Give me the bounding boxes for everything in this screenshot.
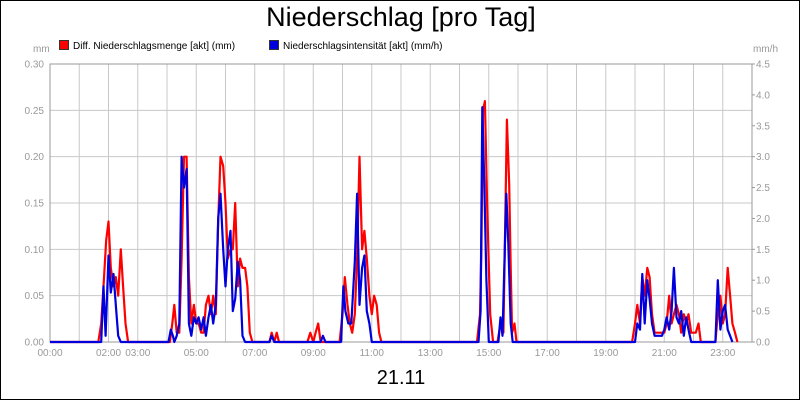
legend-entry-precipitation-intensity: Niederschlagsintensität [akt] (mm/h) xyxy=(269,40,443,52)
right-axis-tick-label: 3.5 xyxy=(756,121,770,132)
right-axis-unit: mm/h xyxy=(753,44,778,55)
right-axis-tick-label: 1.5 xyxy=(756,245,770,256)
legend-swatch-red xyxy=(59,40,69,50)
x-axis-tick-label: 05:00 xyxy=(184,348,209,359)
chart-title: Niederschlag [pro Tag] xyxy=(266,2,536,32)
right-axis-tick-label: 0.0 xyxy=(756,338,770,349)
left-axis-tick-label: 0.05 xyxy=(25,291,45,302)
legend-entry-precipitation-amount: Diff. Niederschlagsmenge [akt] (mm) xyxy=(59,40,235,52)
x-axis-tick-label: 23:00 xyxy=(710,348,735,359)
legend-swatch-blue xyxy=(269,40,279,50)
x-axis-tick-label: 13:00 xyxy=(418,348,443,359)
x-axis-tick-label: 19:00 xyxy=(593,348,618,359)
right-axis-tick-label: 3.0 xyxy=(756,152,770,163)
legend-label-precipitation-amount: Diff. Niederschlagsmenge [akt] (mm) xyxy=(73,41,236,52)
x-axis-tick-label: 15:00 xyxy=(476,348,501,359)
x-axis-tick-label: 07:00 xyxy=(242,348,267,359)
x-axis-tick-label: 00:00 xyxy=(37,348,62,359)
left-axis-tick-label: 0.15 xyxy=(25,199,45,210)
x-axis-tick-label: 17:00 xyxy=(535,348,560,359)
x-axis-tick-label: 21:00 xyxy=(652,348,677,359)
right-axis-tick-label: 4.0 xyxy=(756,90,770,101)
left-axis-tick-label: 0.00 xyxy=(25,338,45,349)
x-axis-tick-label: 11:00 xyxy=(360,348,385,359)
right-axis-tick-label: 0.5 xyxy=(756,307,770,318)
x-axis-tick-label: 02:00 xyxy=(96,348,121,359)
right-axis-tick-label: 2.5 xyxy=(756,183,770,194)
left-axis-unit: mm xyxy=(33,44,50,55)
right-axis-tick-label: 1.0 xyxy=(756,276,770,287)
left-axis-tick-label: 0.10 xyxy=(25,245,45,256)
x-axis-tick-label: 09:00 xyxy=(301,348,326,359)
left-axis-tick-label: 0.25 xyxy=(25,106,45,117)
x-axis-tick-label: 03:00 xyxy=(125,348,150,359)
right-axis-tick-label: 2.0 xyxy=(756,214,770,225)
legend-label-precipitation-intensity: Niederschlagsintensität [akt] (mm/h) xyxy=(283,41,443,52)
left-axis-tick-label: 0.30 xyxy=(25,60,45,71)
left-axis-tick-label: 0.20 xyxy=(25,152,45,163)
right-axis-tick-label: 4.5 xyxy=(756,60,770,71)
date-label: 21.11 xyxy=(376,367,426,389)
series-line-precipitation-intensity xyxy=(50,106,734,344)
